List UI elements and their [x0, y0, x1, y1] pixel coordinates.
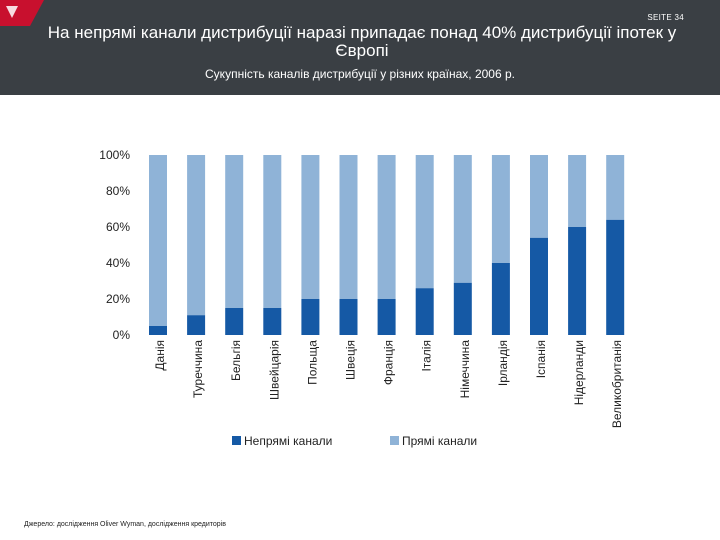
bar-indirect [301, 299, 320, 335]
y-tick-label: 0% [113, 328, 131, 342]
page-number: SEITE 34 [647, 13, 684, 22]
chart-subtitle: Сукупність каналів дистрибуції у різних … [205, 67, 515, 81]
bar-indirect [377, 299, 396, 335]
category-label: Іспанія [534, 340, 548, 378]
bar-direct [339, 155, 358, 299]
bar-direct [568, 155, 587, 227]
category-label: Великобританія [610, 340, 624, 428]
bar-direct [263, 155, 282, 308]
category-label: Швейцарія [267, 340, 281, 400]
category-label: Ірландія [496, 340, 510, 386]
brand-logo-icon [0, 0, 44, 26]
bar-direct [149, 155, 167, 326]
bar-indirect [491, 263, 510, 335]
source-footnote: Джерело: дослідження Oliver Wyman, дослі… [24, 521, 226, 528]
category-label: Бельгія [229, 340, 243, 381]
category-label: Туреччина [191, 340, 205, 398]
y-tick-label: 40% [106, 256, 130, 270]
bar-direct [187, 155, 206, 316]
y-tick-label: 60% [106, 220, 130, 234]
bar-direct [301, 155, 320, 299]
bar-direct [606, 155, 625, 220]
bar-direct [491, 155, 510, 263]
category-label: Нідерланди [572, 340, 586, 405]
legend-label: Непрямі канали [244, 434, 332, 448]
bar-indirect [530, 237, 548, 335]
bar-indirect [606, 219, 625, 335]
category-label: Німеччина [458, 340, 472, 399]
bar-indirect [453, 282, 472, 335]
legend-label: Прямі канали [402, 434, 477, 448]
bar-direct [453, 155, 472, 283]
category-label: Данія [153, 340, 167, 371]
legend-swatch [390, 436, 399, 445]
category-label: Італія [420, 340, 434, 372]
slide-title: На непрямі канали дистрибуції наразі при… [47, 23, 677, 60]
bar-indirect [263, 308, 282, 335]
category-label: Швеція [344, 340, 358, 380]
bar-direct [530, 155, 548, 238]
bar-indirect [568, 227, 587, 335]
bar-indirect [187, 315, 206, 335]
bar-indirect [225, 308, 244, 335]
bar-direct [377, 155, 396, 299]
legend-swatch [232, 436, 241, 445]
bar-indirect [149, 326, 167, 335]
bar-direct [225, 155, 244, 308]
category-label: Польща [305, 340, 319, 385]
bar-indirect [339, 299, 358, 335]
y-tick-label: 80% [106, 184, 130, 198]
y-tick-label: 100% [99, 148, 130, 162]
y-tick-label: 20% [106, 292, 130, 306]
bar-indirect [415, 288, 434, 335]
slide-header: SEITE 34 На непрямі канали дистрибуції н… [0, 0, 720, 95]
category-label: Франція [382, 340, 396, 385]
bar-direct [415, 155, 434, 289]
